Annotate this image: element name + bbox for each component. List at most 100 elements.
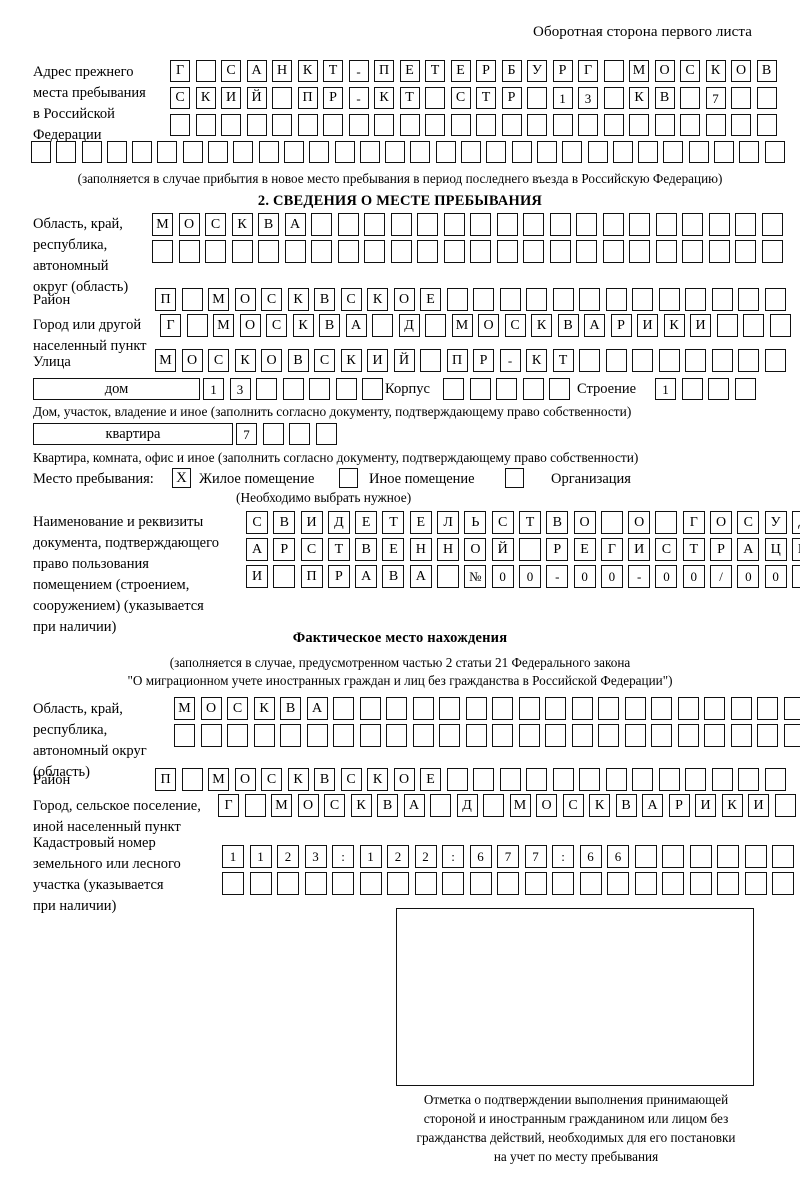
- form-cell[interactable]: 6: [607, 845, 629, 868]
- form-cell[interactable]: [178, 240, 200, 263]
- form-cell[interactable]: 6: [579, 845, 602, 868]
- actual-region-row-2[interactable]: [174, 724, 800, 747]
- form-cell[interactable]: В: [377, 794, 398, 817]
- form-cell[interactable]: [335, 378, 357, 400]
- form-cell[interactable]: В: [654, 87, 675, 109]
- form-cell[interactable]: И: [690, 314, 711, 337]
- form-cell[interactable]: [443, 378, 464, 400]
- form-cell[interactable]: [390, 240, 412, 263]
- form-cell[interactable]: А: [246, 60, 267, 82]
- form-cell[interactable]: Ь: [464, 511, 487, 534]
- form-cell[interactable]: [233, 141, 254, 163]
- form-cell[interactable]: 1: [552, 87, 573, 109]
- form-cell[interactable]: [688, 141, 709, 163]
- form-cell[interactable]: 0: [491, 565, 514, 588]
- form-cell[interactable]: О: [393, 288, 415, 311]
- form-cell[interactable]: [711, 768, 733, 791]
- form-cell[interactable]: 1: [655, 378, 676, 400]
- form-cell[interactable]: [306, 724, 328, 747]
- form-cell[interactable]: Г: [600, 538, 623, 561]
- form-cell[interactable]: /: [710, 565, 733, 588]
- form-cell[interactable]: [629, 114, 649, 136]
- form-cell[interactable]: [708, 378, 729, 400]
- form-cell[interactable]: К: [589, 794, 610, 817]
- form-cell[interactable]: 7: [524, 845, 547, 868]
- form-cell[interactable]: 3: [229, 378, 251, 400]
- form-cell[interactable]: [439, 724, 460, 747]
- form-cell[interactable]: Е: [382, 538, 405, 561]
- form-cell[interactable]: №: [464, 565, 487, 588]
- form-cell[interactable]: И: [628, 538, 651, 561]
- form-cell[interactable]: [200, 724, 222, 747]
- form-cell[interactable]: С: [261, 288, 282, 311]
- form-cell[interactable]: [607, 872, 629, 895]
- form-cell[interactable]: [359, 697, 381, 720]
- form-cell[interactable]: С: [314, 349, 335, 372]
- form-cell[interactable]: [579, 288, 600, 311]
- form-cell[interactable]: 7: [236, 423, 257, 445]
- form-cell[interactable]: О: [731, 60, 751, 82]
- form-cell[interactable]: К: [374, 87, 394, 109]
- form-cell[interactable]: Р: [323, 87, 343, 109]
- form-cell[interactable]: [492, 724, 513, 747]
- prev-address-row-4[interactable]: [31, 141, 785, 163]
- form-cell[interactable]: К: [340, 349, 362, 372]
- form-cell[interactable]: [258, 141, 279, 163]
- form-cell[interactable]: [598, 697, 619, 720]
- form-cell[interactable]: 1: [222, 845, 244, 868]
- korpus-cells[interactable]: [443, 378, 570, 400]
- form-cell[interactable]: [386, 724, 407, 747]
- form-cell[interactable]: М: [208, 768, 229, 791]
- form-cell[interactable]: [280, 724, 301, 747]
- form-cell[interactable]: [443, 240, 465, 263]
- form-cell[interactable]: [446, 288, 468, 311]
- form-cell[interactable]: Е: [420, 288, 441, 311]
- form-cell[interactable]: О: [536, 794, 557, 817]
- form-cell[interactable]: [450, 114, 471, 136]
- form-cell[interactable]: [385, 141, 406, 163]
- form-cell[interactable]: А: [642, 794, 663, 817]
- form-cell[interactable]: [549, 378, 570, 400]
- form-cell[interactable]: [536, 141, 557, 163]
- form-cell[interactable]: [518, 697, 540, 720]
- form-cell[interactable]: Т: [399, 87, 420, 109]
- form-cell[interactable]: К: [297, 60, 318, 82]
- form-cell[interactable]: [56, 141, 77, 163]
- form-cell[interactable]: [629, 240, 650, 263]
- form-cell[interactable]: [731, 114, 751, 136]
- form-cell[interactable]: Р: [327, 565, 350, 588]
- form-cell[interactable]: [315, 423, 337, 445]
- form-cell[interactable]: К: [705, 60, 726, 82]
- form-cell[interactable]: М: [629, 60, 649, 82]
- form-cell[interactable]: [624, 724, 646, 747]
- form-cell[interactable]: [374, 114, 394, 136]
- form-cell[interactable]: [731, 87, 751, 109]
- form-cell[interactable]: 0: [791, 565, 800, 588]
- form-cell[interactable]: 0: [573, 565, 596, 588]
- form-cell[interactable]: В: [382, 565, 405, 588]
- form-cell[interactable]: Й: [246, 87, 267, 109]
- checkbox-organization[interactable]: [505, 468, 524, 488]
- form-cell[interactable]: В: [273, 511, 296, 534]
- form-cell[interactable]: Т: [327, 538, 350, 561]
- form-cell[interactable]: [629, 213, 650, 236]
- form-cell[interactable]: [716, 314, 738, 337]
- checkbox-residential[interactable]: Х: [172, 468, 191, 488]
- form-cell[interactable]: К: [367, 288, 388, 311]
- form-cell[interactable]: П: [297, 87, 318, 109]
- form-cell[interactable]: [761, 213, 783, 236]
- form-cell[interactable]: О: [181, 349, 203, 372]
- form-cell[interactable]: У: [527, 60, 547, 82]
- form-cell[interactable]: [417, 240, 438, 263]
- form-cell[interactable]: [685, 288, 706, 311]
- form-cell[interactable]: К: [721, 794, 743, 817]
- form-cell[interactable]: [476, 114, 496, 136]
- form-cell[interactable]: Т: [382, 511, 405, 534]
- form-cell[interactable]: [273, 565, 296, 588]
- form-cell[interactable]: :: [442, 845, 464, 868]
